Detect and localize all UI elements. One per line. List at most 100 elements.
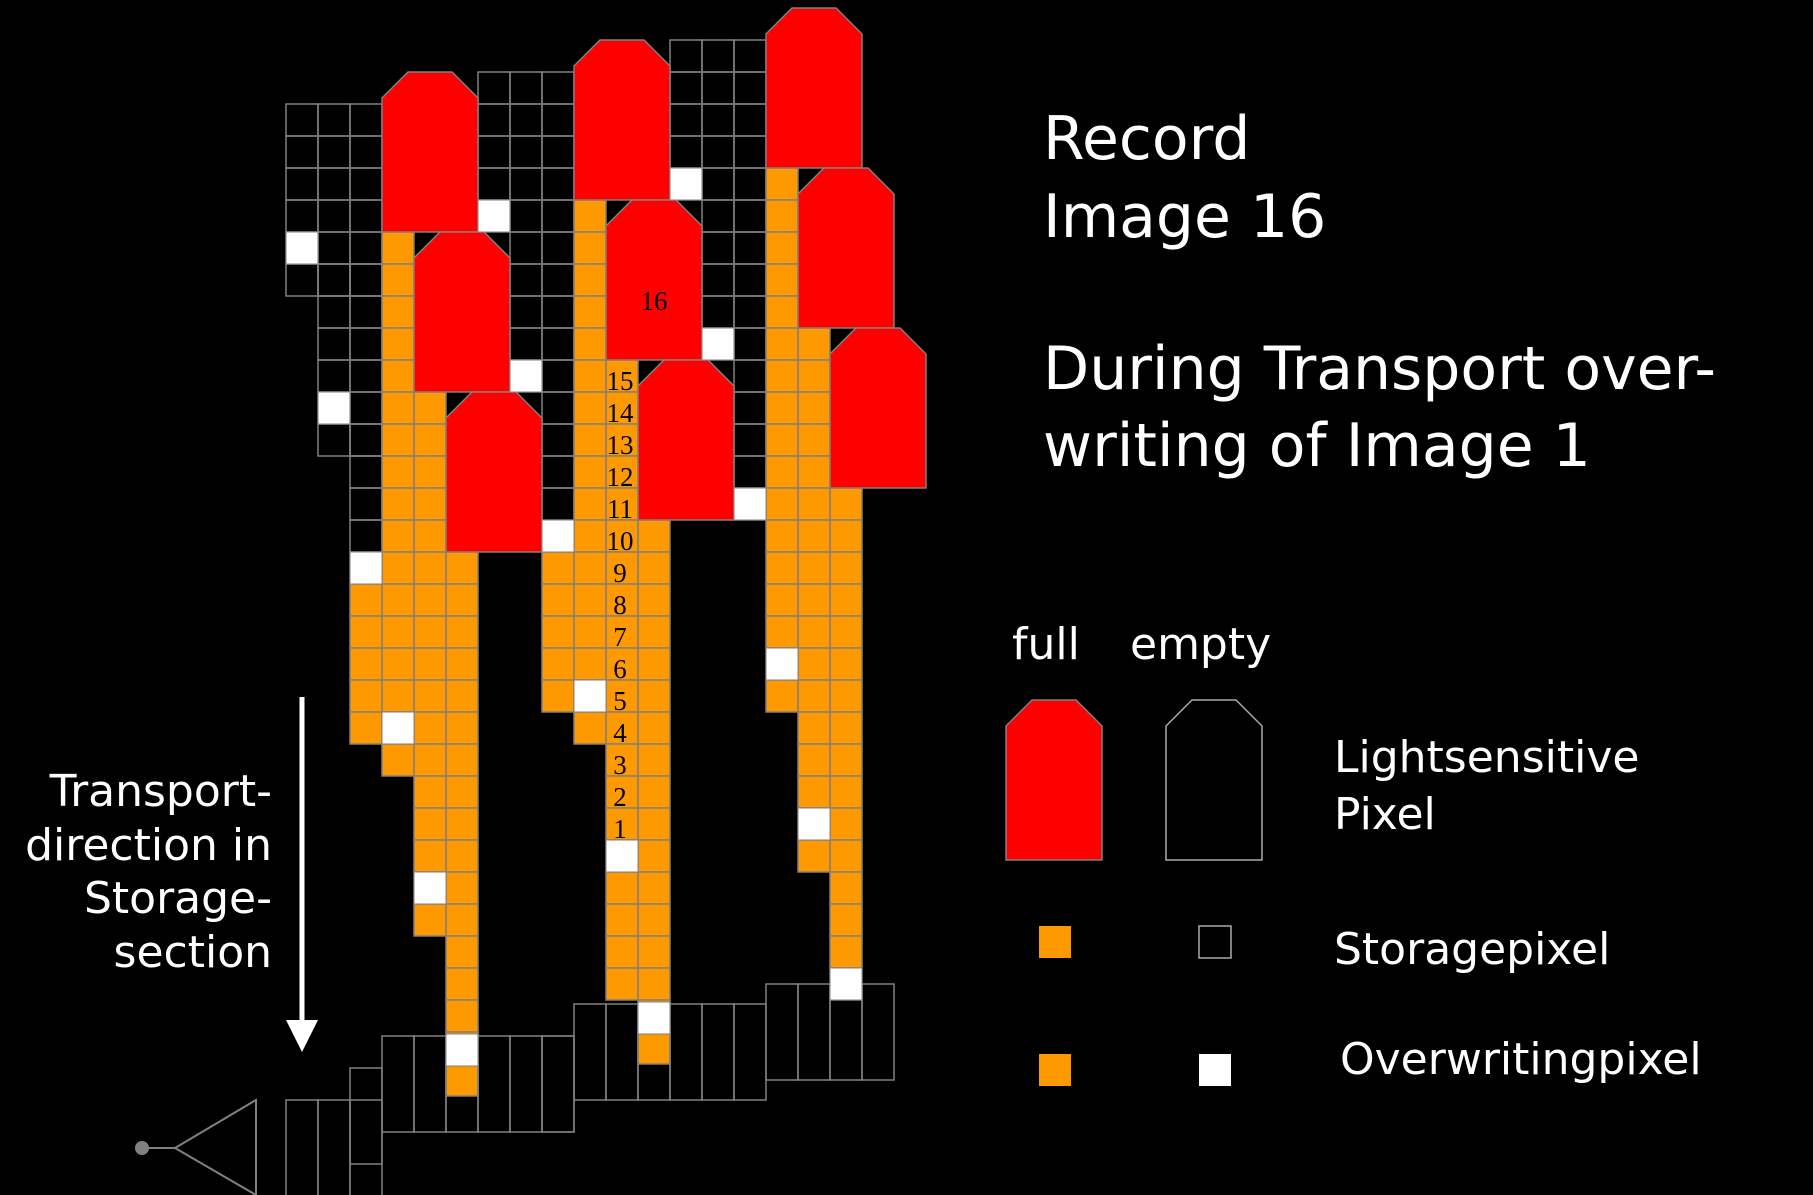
readout-register-cell bbox=[701, 1003, 735, 1101]
grid-cell bbox=[477, 167, 511, 201]
storage-counter-label: 10 bbox=[607, 526, 634, 556]
storage-pixel bbox=[445, 903, 479, 937]
storage-pixel bbox=[637, 935, 671, 969]
full-lightsensitive-pixel bbox=[573, 39, 671, 201]
legend-empty-overwriting-pixel bbox=[1199, 1054, 1231, 1086]
storage-pixel bbox=[381, 647, 415, 681]
storage-pixel bbox=[573, 583, 607, 617]
storage-pixel bbox=[797, 391, 831, 425]
storage-pixel bbox=[413, 903, 447, 937]
grid-cell bbox=[509, 231, 543, 265]
grid-cell bbox=[509, 167, 543, 201]
storage-pixel bbox=[445, 647, 479, 681]
overwriting-pixel bbox=[765, 647, 799, 681]
storage-counter-label: 12 bbox=[607, 462, 634, 492]
storage-counter-label: 8 bbox=[613, 590, 627, 620]
legend-empty-header: empty bbox=[1130, 619, 1272, 670]
grid-cell bbox=[317, 103, 351, 137]
transport-label-line-2: direction in bbox=[25, 820, 272, 871]
overwriting-pixel bbox=[829, 967, 863, 1001]
storage-pixel bbox=[413, 391, 447, 425]
storage-pixel bbox=[605, 519, 639, 553]
legend-graphics bbox=[1005, 699, 1263, 1086]
storage-pixel bbox=[829, 679, 863, 713]
grid-cell bbox=[733, 71, 767, 105]
grid-cell bbox=[669, 39, 703, 73]
storage-pixel bbox=[637, 583, 671, 617]
grid-cell bbox=[541, 295, 575, 329]
storage-pixel bbox=[765, 295, 799, 329]
storage-pixel bbox=[445, 967, 479, 1001]
storage-pixel bbox=[381, 231, 415, 265]
grid-cell bbox=[669, 71, 703, 105]
storage-counter-label: 13 bbox=[607, 430, 634, 460]
storage-pixel bbox=[381, 263, 415, 297]
grid-cell bbox=[701, 167, 735, 201]
storage-pixel bbox=[797, 423, 831, 457]
storage-pixel bbox=[605, 615, 639, 649]
storage-pixel bbox=[445, 615, 479, 649]
storage-pixel bbox=[573, 711, 607, 745]
full-lightsensitive-pixel bbox=[445, 391, 543, 553]
description-line-1: During Transport over- bbox=[1043, 334, 1716, 404]
overwriting-pixel bbox=[509, 359, 543, 393]
storage-pixel bbox=[797, 551, 831, 585]
storage-pixel bbox=[413, 807, 447, 841]
grid-cell bbox=[317, 263, 351, 297]
grid-cell bbox=[733, 103, 767, 137]
storage-counter-label: 11 bbox=[607, 494, 633, 524]
output-node bbox=[135, 1141, 149, 1155]
storage-pixel bbox=[605, 423, 639, 457]
grid-cell bbox=[349, 103, 383, 137]
grid-cell bbox=[509, 103, 543, 137]
storage-pixel bbox=[829, 647, 863, 681]
grid-cell bbox=[349, 199, 383, 233]
grid-cell bbox=[701, 295, 735, 329]
grid-cell bbox=[733, 135, 767, 169]
readout-register-cell bbox=[285, 1099, 319, 1195]
storage-pixel bbox=[765, 583, 799, 617]
grid-cell bbox=[541, 327, 575, 361]
grid-cell bbox=[701, 199, 735, 233]
storage-pixel bbox=[637, 775, 671, 809]
grid-cell bbox=[541, 231, 575, 265]
amplifier-triangle bbox=[173, 1098, 257, 1195]
storage-pixel bbox=[445, 583, 479, 617]
storage-counter-label: 9 bbox=[613, 558, 627, 588]
full-lightsensitive-pixel bbox=[829, 327, 927, 489]
storage-pixel bbox=[381, 359, 415, 393]
storage-pixel bbox=[829, 807, 863, 841]
storage-pixel bbox=[637, 871, 671, 905]
storage-pixel bbox=[605, 935, 639, 969]
image-16-label: 16 bbox=[641, 286, 668, 316]
storage-pixel bbox=[829, 903, 863, 937]
grid-cell bbox=[733, 423, 767, 457]
grid-cell bbox=[509, 295, 543, 329]
grid-cell bbox=[733, 455, 767, 489]
grid-cell bbox=[349, 391, 383, 425]
storage-pixel bbox=[637, 551, 671, 585]
storage-counter-label: 14 bbox=[607, 398, 635, 428]
overwriting-pixel bbox=[317, 391, 351, 425]
readout-register-cell bbox=[509, 1035, 543, 1133]
storage-pixel bbox=[797, 711, 831, 745]
storage-pixel bbox=[829, 487, 863, 521]
storage-pixel bbox=[765, 391, 799, 425]
storage-counter-label: 6 bbox=[613, 654, 627, 684]
grid-cell bbox=[317, 327, 351, 361]
overwriting-pixel bbox=[381, 711, 415, 745]
storage-pixel bbox=[445, 775, 479, 809]
storage-pixel bbox=[637, 519, 671, 553]
legend-lightsensitive-line-2: Pixel bbox=[1334, 789, 1436, 840]
storage-pixel bbox=[829, 935, 863, 969]
storage-pixel bbox=[637, 967, 671, 1001]
grid-cell bbox=[317, 423, 351, 457]
storage-pixel bbox=[637, 615, 671, 649]
full-lightsensitive-pixel bbox=[605, 199, 703, 361]
storage-pixel bbox=[413, 519, 447, 553]
readout-register-cell bbox=[413, 1035, 447, 1133]
storage-pixel bbox=[637, 711, 671, 745]
storage-pixel bbox=[605, 871, 639, 905]
grid-cell bbox=[701, 71, 735, 105]
storage-pixel bbox=[445, 871, 479, 905]
